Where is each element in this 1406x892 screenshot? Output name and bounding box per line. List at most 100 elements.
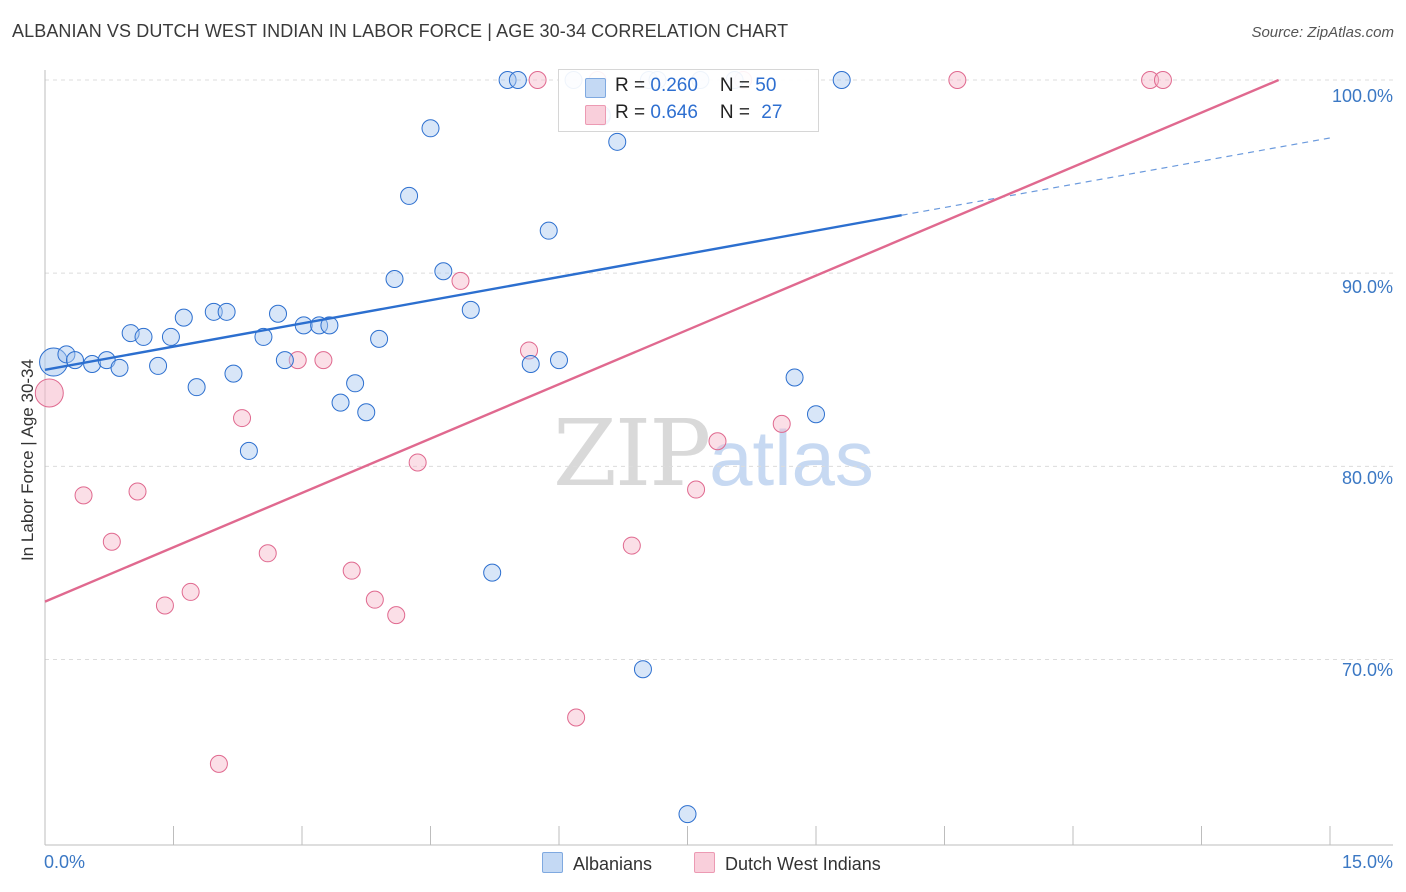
y-tick-label-90: 90.0% [1341,277,1393,297]
albanians-point [385,269,404,288]
dutch-west-indians-point [258,544,277,563]
y-tick-label-100: 100.0% [1331,86,1393,106]
dutch-west-indians-point [181,582,200,601]
albanians-point [521,354,540,373]
albanians-swatch [585,78,606,98]
dutch-west-indians-point [342,561,361,580]
albanians-point [357,403,376,422]
albanians-point [149,356,168,375]
albanians-point [633,660,652,679]
albanians-point [187,378,206,397]
x-tick-label-min: 0.0% [44,852,86,872]
watermark: ZIPatlas [553,400,874,507]
albanians-point [134,327,153,346]
albanians-point [110,358,129,377]
dutch-west-indians-point [708,432,727,451]
dutch-west-indians-point [1141,71,1160,89]
albanians-point [174,308,193,327]
dutch-west-indians-point [314,351,333,370]
albanians-point [550,351,568,370]
albanians-point [785,368,804,387]
albanians-point [161,327,180,346]
dutch-west-indians-trend-line [44,78,1280,603]
dutch-west-indians-point [948,71,967,89]
dutch-west-indians-point [155,596,174,615]
y-axis-label: In Labor Force | Age 30-34 [18,359,37,561]
dutch-west-indians-point [622,536,641,555]
source-label: Source: ZipAtlas.com [1251,24,1394,41]
albanians-point [320,316,339,335]
dutch-west-indians-point [387,606,406,625]
albanians-point [832,71,851,89]
albanians-points [39,71,851,824]
albanians-point [807,405,825,424]
dutch-west-indians-point [687,480,706,499]
albanians-point [224,364,243,383]
y-tick-label-70: 70.0% [1341,660,1393,680]
trend-lines [44,78,1331,603]
dutch-west-indians-point [365,590,384,609]
legend-item-albanians: Albanians [542,852,652,875]
dutch-legend-swatch [694,852,715,873]
y-tick-label-80: 80.0% [1341,468,1393,488]
albanians-point [608,132,627,151]
albanians-point [346,374,365,393]
r-label: R = [615,102,651,123]
albanians-point [400,186,419,205]
albanians-point [275,351,294,370]
x-tick-label-max: 15.0% [1341,852,1393,872]
watermark-atlas: atlas [709,414,874,502]
dutch-west-indians-point [102,532,121,551]
dutch-west-indians-point [74,486,93,505]
axes [44,70,1393,846]
r-value-albanians: 0.260 [650,75,698,96]
albanians-point [239,441,258,460]
dutch-west-indians-point [233,409,252,428]
dutch-west-indians-point [34,378,64,408]
correlation-legend: R = 0.260 N = 50 R = 0.646 N = 27 [558,69,819,132]
albanians-point [331,393,350,412]
n-label: N = [719,102,756,123]
albanians-trend-line [44,214,902,371]
n-value-albanians: 50 [755,75,777,96]
dutch-west-indians-point [451,271,470,290]
grid-lines [45,79,1393,661]
legend-row-albanians: R = 0.260 N = 50 [585,75,777,99]
albanians-point [508,71,527,89]
dutch-west-indians-point [567,708,586,727]
dutch-swatch [585,105,606,125]
albanians-point [204,302,223,321]
dutch-west-indians-point [520,341,539,360]
dutch-west-indians-point [1153,71,1172,89]
albanians-point [269,304,288,323]
albanians-point [254,327,273,346]
albanians-point [434,262,453,281]
dutch-west-indians-point [528,71,547,89]
albanians-point [678,805,697,824]
dutch-west-indians-point [288,351,307,370]
albanians-legend-swatch [542,852,563,873]
n-label: N = [719,75,756,96]
dutch-west-indians-point [209,754,228,773]
dutch-west-indians-point [128,482,147,501]
dutch-west-indians-point [772,414,791,433]
albanians-legend-label: Albanians [573,854,653,874]
albanians-point [498,71,517,89]
albanians-point [421,119,440,138]
r-value-dutch: 0.646 [650,102,698,123]
r-label: R = [615,75,651,96]
chart-title: ALBANIAN VS DUTCH WEST INDIAN IN LABOR F… [12,21,789,41]
dutch-west-indians-point [408,453,427,472]
albanians-point [217,302,236,321]
legend-row-dutch: R = 0.646 N = 27 [585,102,783,126]
dutch-west-indians-points [34,71,1172,773]
albanians-point [483,563,502,582]
albanians-point [370,329,389,348]
albanians-point [461,300,480,319]
legend-item-dutch: Dutch West Indians [694,852,881,875]
albanians-point [539,221,558,240]
watermark-zip: ZIP [553,400,711,507]
n-value-dutch: 27 [761,102,783,123]
dutch-legend-label: Dutch West Indians [725,854,881,874]
